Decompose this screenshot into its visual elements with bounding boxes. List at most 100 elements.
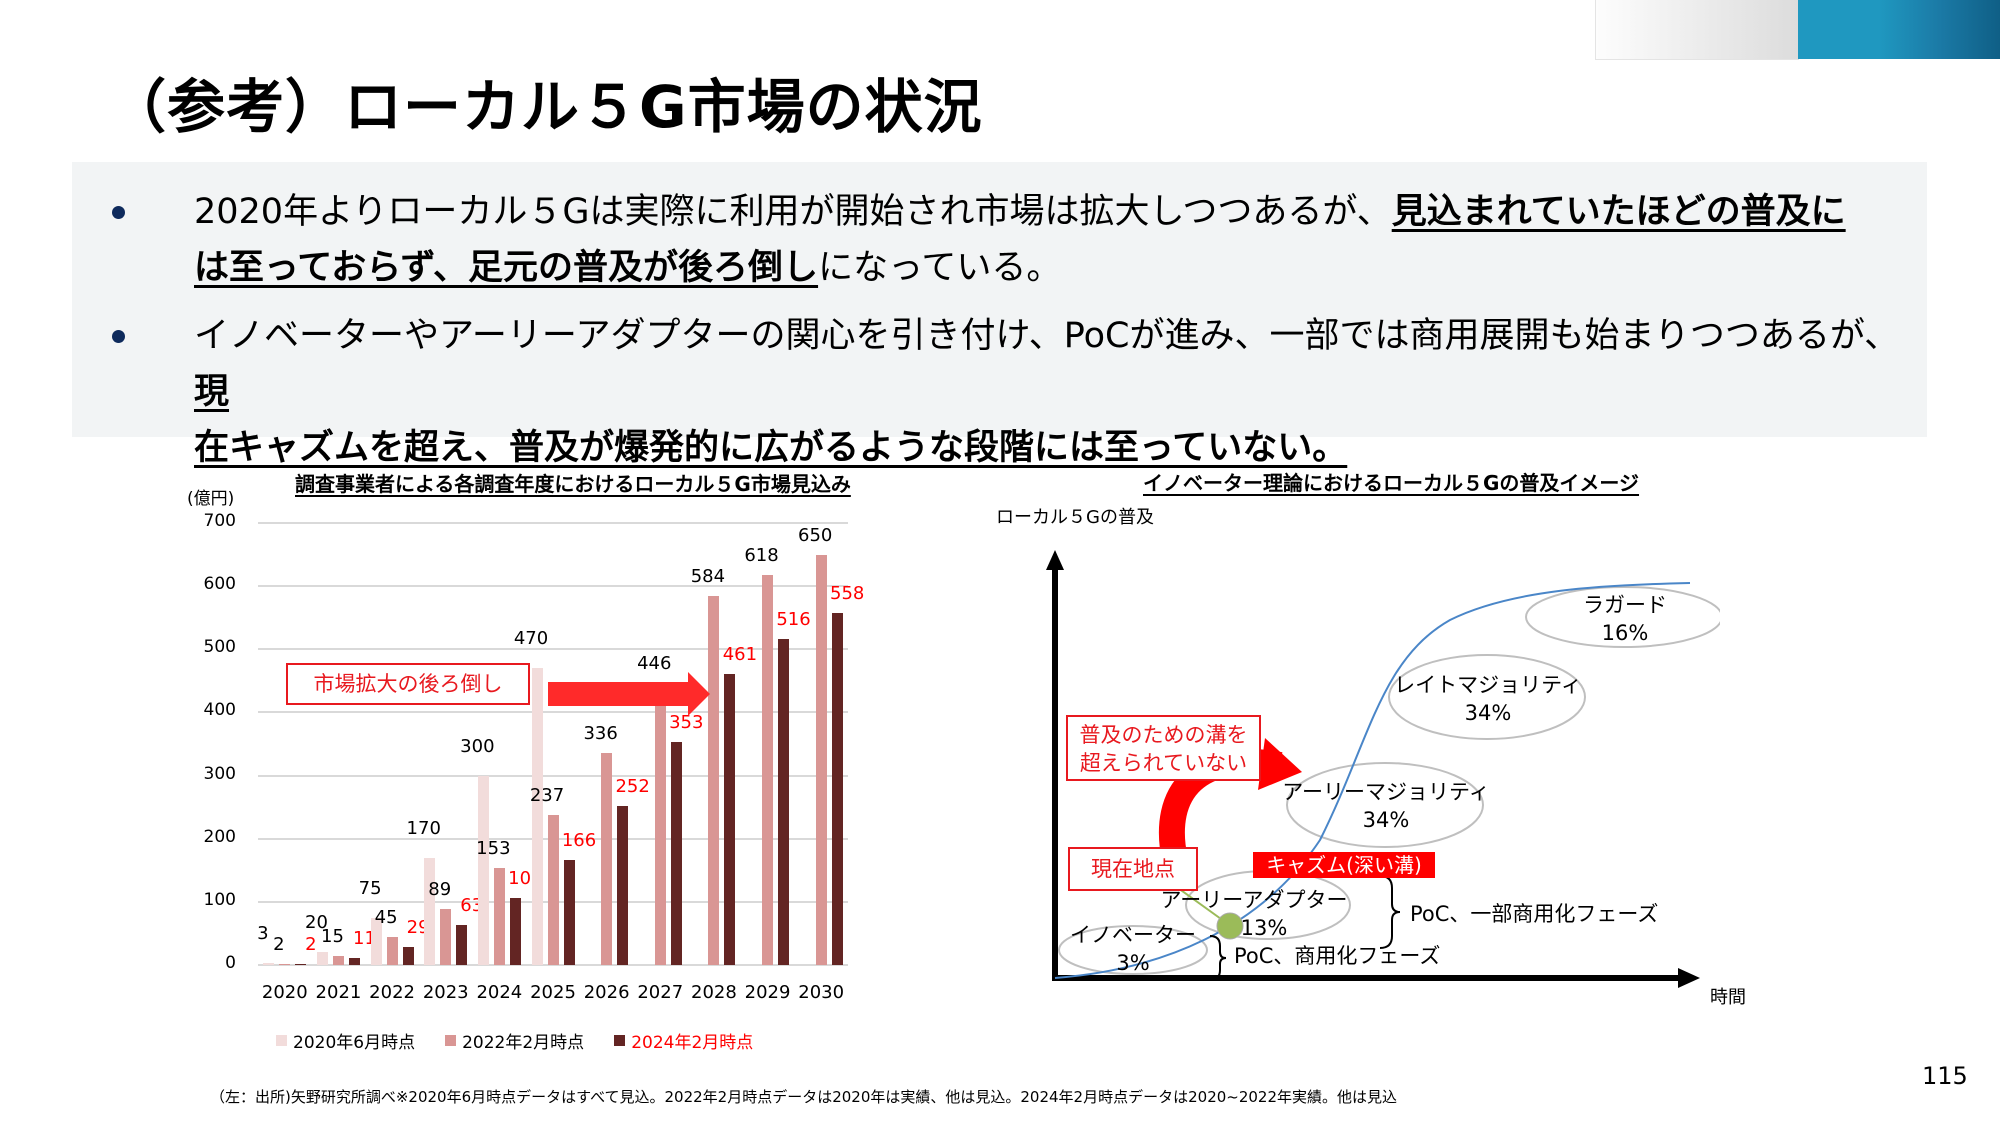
gridline bbox=[258, 585, 848, 588]
x-tick-label: 2026 bbox=[583, 982, 630, 1003]
bar bbox=[601, 752, 613, 965]
bar-value-label: 252 bbox=[615, 775, 650, 797]
bar-value-label: 584 bbox=[690, 566, 726, 588]
chasm-label: キャズム(深い溝) bbox=[1253, 852, 1435, 878]
legend-label: 2024年2月時点 bbox=[631, 1033, 754, 1053]
segment-name: アーリーアダプター bbox=[1160, 888, 1348, 912]
bar bbox=[263, 963, 275, 965]
bullet-dot-icon bbox=[112, 206, 125, 219]
page-number: 115 bbox=[1922, 1062, 1968, 1090]
segment-share: 34% bbox=[1464, 701, 1512, 725]
legend-item-2020: 2020年6月時点 bbox=[276, 1028, 415, 1053]
early-adopter-label: アーリーアダプター 13% bbox=[1161, 886, 1348, 942]
gap-callout: 普及のための溝を 超えられていない bbox=[1066, 715, 1261, 781]
right-diagram-title: イノベーター理論におけるローカル５Gの普及イメージ bbox=[1143, 471, 1640, 495]
bar bbox=[279, 963, 291, 965]
bar-value-label: 470 bbox=[513, 628, 549, 650]
bar bbox=[654, 683, 666, 965]
corner-grey-block bbox=[1595, 0, 1799, 60]
bar-value-label: 446 bbox=[637, 653, 672, 675]
x-axis-arrow-icon bbox=[1678, 968, 1700, 988]
segment-share: 13% bbox=[1240, 916, 1288, 940]
segment-name: ラガード bbox=[1583, 593, 1667, 617]
legend-swatch bbox=[614, 1035, 626, 1046]
laggard-label: ラガード 16% bbox=[1583, 591, 1667, 647]
bar bbox=[531, 668, 543, 965]
bar bbox=[831, 612, 843, 965]
adoption-curve bbox=[1054, 582, 1691, 979]
early-phase-label: PoC、一部商用化フェーズ bbox=[1410, 902, 1659, 926]
bar bbox=[547, 815, 559, 965]
bar bbox=[295, 963, 307, 965]
gridline bbox=[258, 964, 848, 966]
bar-value-label: 153 bbox=[476, 838, 511, 860]
y-tick-label: 500 bbox=[203, 637, 236, 658]
bar bbox=[424, 857, 436, 965]
gridline bbox=[258, 522, 848, 524]
bar bbox=[477, 775, 489, 965]
laggard-ellipse bbox=[1525, 586, 1720, 648]
delay-arrow-icon bbox=[548, 672, 710, 716]
early-majority-label: アーリーマジョリティ 34% bbox=[1282, 778, 1489, 834]
x-axis-label: 時間 bbox=[1710, 987, 1746, 1008]
left-chart-title: 調査事業者による各調査年度におけるローカル５G市場見込み bbox=[295, 472, 851, 496]
bar-value-label: 461 bbox=[722, 643, 758, 665]
y-axis-unit: (億円) bbox=[187, 489, 235, 509]
bar-value-label: 75 bbox=[358, 877, 382, 899]
chart-legend: 2020年6月時点 2022年2月時点 2024年2月時点 bbox=[276, 1028, 753, 1053]
bar bbox=[670, 742, 682, 965]
segment-name: イノベーター bbox=[1070, 923, 1196, 947]
legend-label: 2022年2月時点 bbox=[462, 1033, 585, 1053]
bar-value-label: 15 bbox=[321, 925, 344, 947]
legend-swatch bbox=[445, 1035, 457, 1046]
bar bbox=[456, 925, 468, 965]
bar-value-label: 650 bbox=[797, 524, 833, 546]
bar-value-label: 63 bbox=[460, 895, 484, 917]
chasm-arrow-head-icon bbox=[1258, 738, 1302, 790]
legend-item-2022: 2022年2月時点 bbox=[445, 1028, 584, 1053]
y-axis-label: ローカル５Gの普及 bbox=[996, 507, 1154, 528]
bullet-emphasis: は至っておらず、足元の普及が後ろ倒し bbox=[194, 248, 819, 288]
bar-value-label: 2 bbox=[273, 933, 285, 955]
bar bbox=[386, 936, 398, 965]
bar-value-label: 300 bbox=[460, 735, 495, 757]
bar bbox=[370, 917, 382, 965]
bar bbox=[493, 868, 505, 965]
bar-value-label: 166 bbox=[561, 830, 597, 852]
bullet-dot-icon bbox=[112, 330, 125, 343]
bullet-emphasis: 在キャズムを超え、普及が爆発的に広がるような段階には至っていない。 bbox=[194, 428, 1348, 468]
bar bbox=[724, 673, 736, 965]
bullet-text: 2020年よりローカル５Gは実際に利用が開始され市場は拡大しつつあるが、 bbox=[194, 192, 1392, 232]
segment-share: 3% bbox=[1116, 951, 1150, 975]
source-note: （左：出所)矢野研究所調べ※2020年6月時点データはすべて見込。2022年2月… bbox=[210, 1088, 1398, 1106]
bar-value-label: 558 bbox=[829, 582, 865, 604]
innovator-phase-brace bbox=[1209, 935, 1227, 981]
bar bbox=[778, 639, 790, 965]
bar-value-label: 237 bbox=[529, 785, 565, 807]
summary-box: 2020年よりローカル５Gは実際に利用が開始され市場は拡大しつつあるが、見込まれ… bbox=[72, 162, 1927, 468]
current-point-dot bbox=[1216, 912, 1244, 940]
bar-value-label: 516 bbox=[776, 609, 811, 631]
bar bbox=[563, 860, 575, 965]
early-majority-ellipse bbox=[1286, 762, 1484, 848]
gap-callout-line: 普及のための溝を bbox=[1079, 723, 1248, 747]
bar bbox=[332, 955, 344, 965]
segment-share: 34% bbox=[1362, 808, 1410, 832]
bar bbox=[316, 952, 328, 965]
x-tick-label: 2020 bbox=[261, 982, 308, 1003]
segment-name: アーリーマジョリティ bbox=[1282, 780, 1490, 804]
y-tick-label: 300 bbox=[203, 763, 236, 784]
x-tick-label: 2030 bbox=[798, 982, 845, 1003]
innovator-phase-label: PoC、商用化フェーズ bbox=[1234, 944, 1441, 968]
y-tick-label: 600 bbox=[203, 574, 236, 595]
innovator-label: イノベーター 3% bbox=[1070, 921, 1196, 977]
bar-value-label: 353 bbox=[669, 712, 704, 734]
bullet-emphasis: 見込まれていたほどの普及に bbox=[1391, 192, 1846, 232]
legend-label: 2020年6月時点 bbox=[293, 1033, 416, 1053]
bar-value-label: 170 bbox=[406, 817, 441, 839]
late-majority-label: レイトマジョリティ 34% bbox=[1394, 671, 1582, 727]
x-tick-label: 2021 bbox=[315, 982, 362, 1003]
y-tick-label: 700 bbox=[203, 511, 236, 531]
bar-value-label: 20 bbox=[305, 912, 328, 934]
y-tick-label: 100 bbox=[203, 889, 236, 910]
